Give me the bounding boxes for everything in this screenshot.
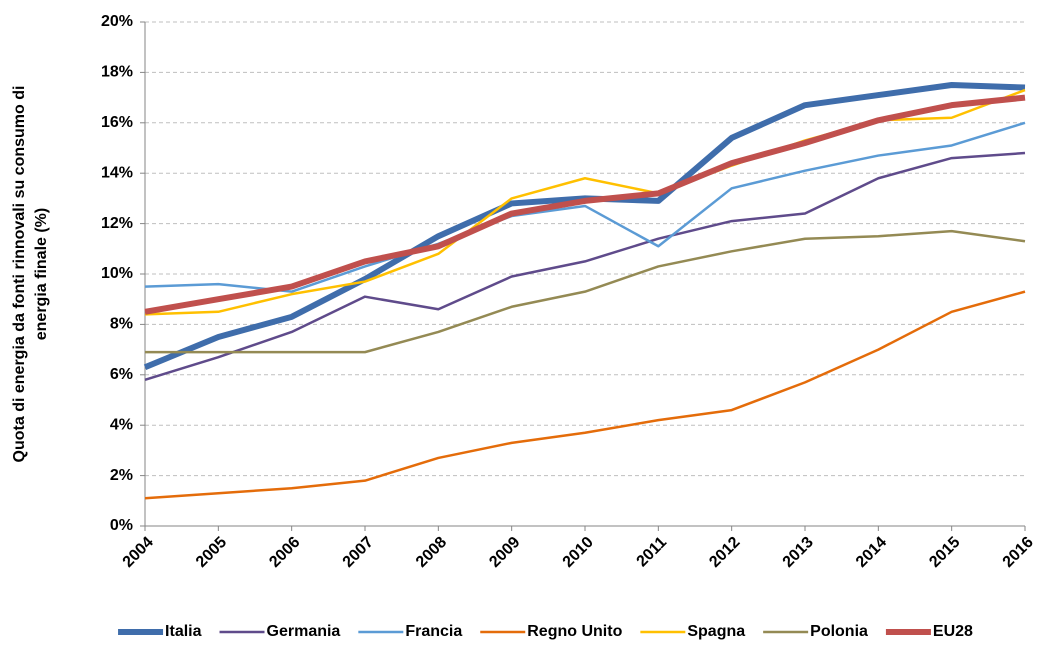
series-line [144,290,1026,500]
series-line [145,229,1026,354]
y-axis-label: Quota di energia da fonti rinnovali su c… [11,86,28,463]
legend-label: Polonia [810,623,868,640]
x-tick-label: 2005 [193,534,230,571]
y-tick-label: 8% [110,316,133,333]
y-tick-label: 0% [110,517,133,534]
y-tick-label: 10% [101,265,133,282]
legend: Italia Germania Francia Regno Unito Spagna Po… [118,623,973,640]
legend-label: Italia [165,623,202,640]
series-line [144,121,1026,293]
y-tick-label: 16% [101,114,133,131]
y-axis-label: energia finale (%) [33,208,50,340]
x-tick-label: 2004 [120,534,157,571]
x-tick-label: 2012 [706,534,743,571]
x-tick-label: 2013 [780,534,817,571]
series-line [144,151,1026,382]
legend-label: Germania [267,623,341,640]
y-tick-label: 18% [101,64,133,81]
x-tick-label: 2014 [853,534,890,571]
series-line [143,82,1026,371]
y-tick-label: 20% [101,13,133,30]
x-tick-label: 2011 [634,534,671,571]
y-tick-label: 2% [110,467,133,484]
y-tick-label: 14% [101,164,133,181]
x-tick-label: 2006 [266,534,303,571]
y-tick-label: 6% [110,366,133,383]
legend-label: Regno Unito [527,623,622,640]
legend-label: Spagna [687,623,745,640]
x-tick-label: 2009 [486,534,523,571]
x-tick-label: 2015 [926,534,963,571]
legend-label: EU28 [933,623,973,640]
y-tick-label: 12% [101,215,133,232]
series-line [144,94,1026,315]
x-tick-label: 2007 [340,534,377,571]
x-tick-label: 2016 [1000,534,1037,571]
x-tick-label: 2008 [413,534,450,571]
x-tick-label: 2010 [560,534,597,571]
legend-label: Francia [405,623,462,640]
y-tick-label: 4% [110,416,133,433]
